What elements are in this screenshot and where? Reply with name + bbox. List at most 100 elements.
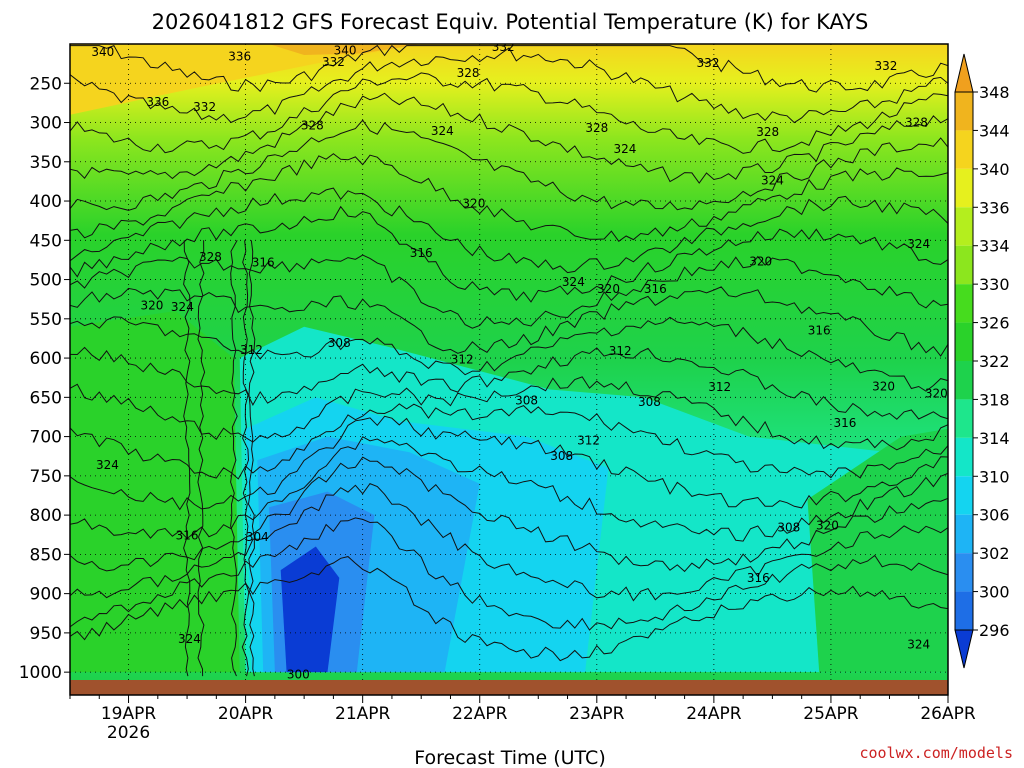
terrain-strip <box>70 680 948 695</box>
y-tick-label: 400 <box>30 192 62 212</box>
contour-label: 316 <box>176 529 199 543</box>
contour-label: 320 <box>925 386 948 400</box>
contour-label: 320 <box>597 282 620 296</box>
colorbar-label: 300 <box>979 583 1010 602</box>
x-tick-label: 19APR <box>101 704 157 724</box>
credit-text: coolwx.com/models <box>859 744 1013 762</box>
contour-label: 312 <box>708 380 731 394</box>
y-tick-label: 850 <box>30 545 62 565</box>
contour-label: 316 <box>747 571 770 585</box>
colorbar: 348 344 340 336 334 330 326 322 318 314 310 306 302 3… <box>954 53 1010 669</box>
contour-label: 308 <box>515 393 538 407</box>
y-tick-label: 350 <box>30 153 62 173</box>
contour-label: 324 <box>178 632 201 646</box>
warm-upper <box>70 44 422 115</box>
colorbar-label: 348 <box>979 83 1010 102</box>
contour-line <box>70 436 948 542</box>
colorbar-label: 314 <box>979 429 1010 448</box>
contour-label: 316 <box>252 255 275 269</box>
contour-label: 312 <box>240 343 263 357</box>
y-tick-label: 650 <box>30 388 62 408</box>
contour-label: 320 <box>872 379 895 393</box>
contour-line <box>183 240 191 677</box>
y-tick-label: 550 <box>30 310 62 330</box>
colorbar-swatch <box>955 168 973 208</box>
contour-label: 324 <box>761 174 784 188</box>
contour-line <box>70 482 948 602</box>
colorbar-label: 306 <box>979 506 1010 525</box>
colorbar-swatch <box>955 207 973 246</box>
contour-line <box>70 205 948 303</box>
y-tick-label: 800 <box>30 506 62 526</box>
contour-line <box>70 403 948 480</box>
x-tick-label: 23APR <box>569 704 625 724</box>
colorbar-label: 326 <box>979 314 1010 333</box>
y-tick-label: 900 <box>30 585 62 605</box>
y-tick-label: 450 <box>30 231 62 251</box>
chart-title: 2026041812 GFS Forecast Equiv. Potential… <box>152 10 869 34</box>
contour-label: 300 <box>287 668 310 682</box>
contour-label: 328 <box>199 250 222 264</box>
contour-label: 340 <box>91 45 114 59</box>
colorbar-label: 330 <box>979 275 1010 294</box>
y-tick-label: 600 <box>30 349 62 369</box>
y-tick-label: 1000 <box>19 663 62 683</box>
contour-line <box>70 72 948 154</box>
contour-label: 328 <box>756 125 779 139</box>
contour-label: 332 <box>492 40 515 54</box>
contour-label: 308 <box>328 336 351 350</box>
contour-line <box>70 44 948 93</box>
cool-core-5 <box>280 546 340 673</box>
x-tick-label: 22APR <box>452 704 508 724</box>
colorbar-swatch <box>955 553 973 592</box>
contour-label: 320 <box>462 196 485 210</box>
warm-low-left <box>70 311 240 673</box>
contour-line <box>70 47 948 124</box>
contour-line <box>70 119 948 211</box>
x-axis-label: Forecast Time (UTC) <box>414 747 605 768</box>
colorbar-label: 296 <box>979 621 1010 640</box>
colorbar-swatch <box>955 284 973 323</box>
x-year-label: 2026 <box>107 723 150 743</box>
contour-label: 324 <box>562 275 585 289</box>
contour-label: 324 <box>431 124 454 138</box>
contour-label: 324 <box>171 300 194 314</box>
colorbar-swatch <box>955 476 973 515</box>
contour-label: 304 <box>246 530 269 544</box>
contour-label: 308 <box>777 521 800 535</box>
contour-line <box>70 517 948 631</box>
warm-low-right <box>807 428 948 673</box>
contour-label: 332 <box>697 56 720 70</box>
colorbar-swatch <box>955 361 973 400</box>
colorbar-swatch <box>955 514 973 554</box>
contour-label: 328 <box>301 119 324 133</box>
colorbar-swatch <box>955 591 973 630</box>
contour-lines <box>70 44 948 677</box>
colorbar-swatch <box>955 245 973 285</box>
contour-label: 340 <box>334 43 357 57</box>
colorbar-arrow-top <box>954 53 974 93</box>
colorbar-label: 318 <box>979 390 1010 409</box>
contour-line <box>70 456 948 573</box>
contour-label: 316 <box>834 416 857 430</box>
colorbar-label: 340 <box>979 160 1010 179</box>
contour-label: 316 <box>410 246 433 260</box>
contour-line <box>70 376 948 451</box>
contour-label: 332 <box>193 100 216 114</box>
y-tick-label: 500 <box>30 271 62 291</box>
x-axis: 19APR 20APR 21APR 22APR 23APR 24APR 25APR 26APR… <box>69 695 976 743</box>
contour-label: 324 <box>907 237 930 251</box>
colorbar-label: 336 <box>979 198 1010 217</box>
contour-label: 336 <box>228 50 251 64</box>
colorbar-arrow-bottom <box>954 629 974 669</box>
contour-label: 308 <box>638 395 661 409</box>
contour-line <box>70 415 948 511</box>
y-tick-label: 250 <box>30 74 62 94</box>
y-tick-label: 300 <box>30 114 62 134</box>
x-tick-label: 21APR <box>335 704 391 724</box>
y-axis: 250 300 350 400 450 500 550 600 650 700 750 800 850 9… <box>19 74 70 683</box>
contour-line <box>70 254 948 329</box>
